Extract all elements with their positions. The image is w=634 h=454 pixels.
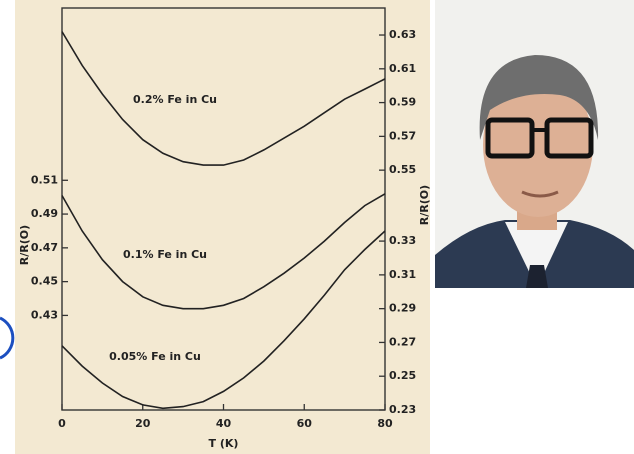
y-tick-label: 0.51	[31, 173, 58, 186]
y-tick-label: 0.59	[389, 96, 416, 109]
figure-panel	[15, 0, 430, 454]
x-tick-label: 0	[58, 417, 66, 430]
curve-label: 0.1% Fe in Cu	[123, 248, 207, 261]
y-tick-label: 0.45	[31, 275, 58, 288]
y-tick-label: 0.29	[389, 302, 416, 315]
y-tick-label: 0.31	[389, 268, 416, 281]
y-tick-label: 0.63	[389, 28, 416, 41]
y-tick-label: 0.47	[31, 241, 58, 254]
y-tick-label: 0.27	[389, 335, 416, 348]
y-axis-label: R/R(O)	[418, 185, 431, 225]
y-tick-label: 0.23	[389, 403, 416, 416]
portrait	[435, 0, 634, 288]
x-tick-label: 20	[135, 417, 151, 430]
x-tick-label: 40	[216, 417, 232, 430]
chart: 0.630.610.590.570.55R/R(O)0.2% Fe in Cu0…	[0, 0, 634, 454]
x-tick-label: 60	[297, 417, 313, 430]
x-axis-label: T (K)	[209, 437, 239, 450]
y-tick-label: 0.25	[389, 369, 416, 382]
x-tick-label: 80	[377, 417, 393, 430]
y-tick-label: 0.33	[389, 234, 416, 247]
y-tick-label: 0.55	[389, 163, 416, 176]
decor-arc	[0, 318, 13, 358]
y-axis-label: R/R(O)	[18, 225, 31, 265]
y-tick-label: 0.49	[31, 207, 58, 220]
curve-label: 0.2% Fe in Cu	[133, 93, 217, 106]
curve-label: 0.05% Fe in Cu	[109, 350, 201, 363]
y-tick-label: 0.57	[389, 129, 416, 142]
y-tick-label: 0.61	[389, 62, 416, 75]
y-tick-label: 0.43	[31, 308, 58, 321]
